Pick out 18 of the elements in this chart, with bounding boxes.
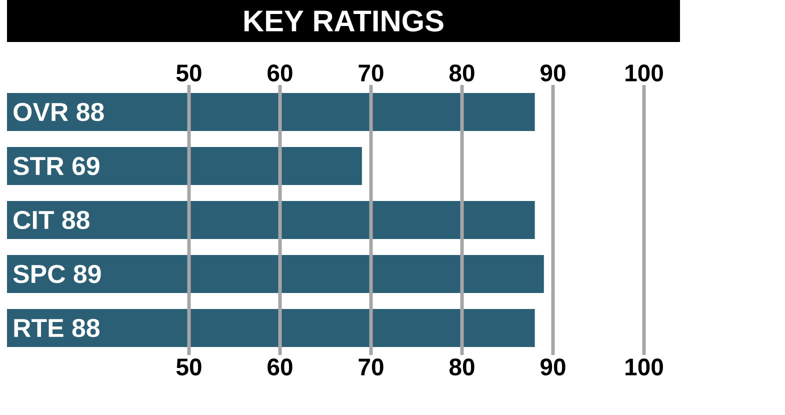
x-tick-label: 80 [449,64,474,82]
x2-tick-label: 60 [268,358,292,376]
y-tick-label: CIT 88 [14,210,90,230]
y-tick-label: STR 69 [13,156,100,176]
x2-tick-label: 50 [176,358,202,376]
x-tick-label: 70 [358,64,384,82]
x-tick-label: 50 [176,64,202,82]
x-tick-label: 60 [268,64,292,82]
x2-tick-label: 100 [626,358,663,376]
x-tick-label: 90 [540,64,566,82]
y-tick-label: RTE 88 [14,318,100,338]
x2-tick-label: 80 [449,358,474,376]
chart-title: KEY RATINGS [244,10,444,32]
x2-tick-label: 90 [540,358,566,376]
x2-tick-label: 70 [358,358,384,376]
x-tick-label: 100 [626,64,663,82]
y-tick-label: SPC 89 [13,264,101,284]
y-tick-label: OVR 88 [14,102,104,122]
